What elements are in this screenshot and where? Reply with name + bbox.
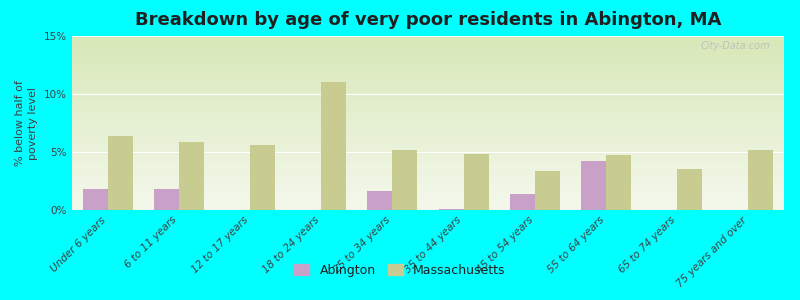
Bar [535,171,560,210]
Bar [179,142,204,210]
Bar [367,191,392,210]
Bar [749,150,774,210]
Bar [82,189,107,210]
Bar [438,209,464,210]
Y-axis label: % below half of
poverty level: % below half of poverty level [15,80,38,166]
Bar [510,194,534,210]
Bar [606,155,631,210]
Bar [581,161,606,210]
Legend: Abington, Massachusetts: Abington, Massachusetts [290,259,510,282]
Text: City-Data.com: City-Data.com [700,41,770,51]
Bar [107,136,133,210]
Title: Breakdown by age of very poor residents in Abington, MA: Breakdown by age of very poor residents … [135,11,721,29]
Bar [154,189,178,210]
Bar [322,82,346,210]
Bar [250,145,275,210]
Bar [392,150,418,210]
Bar [464,154,489,210]
Bar [677,169,702,210]
